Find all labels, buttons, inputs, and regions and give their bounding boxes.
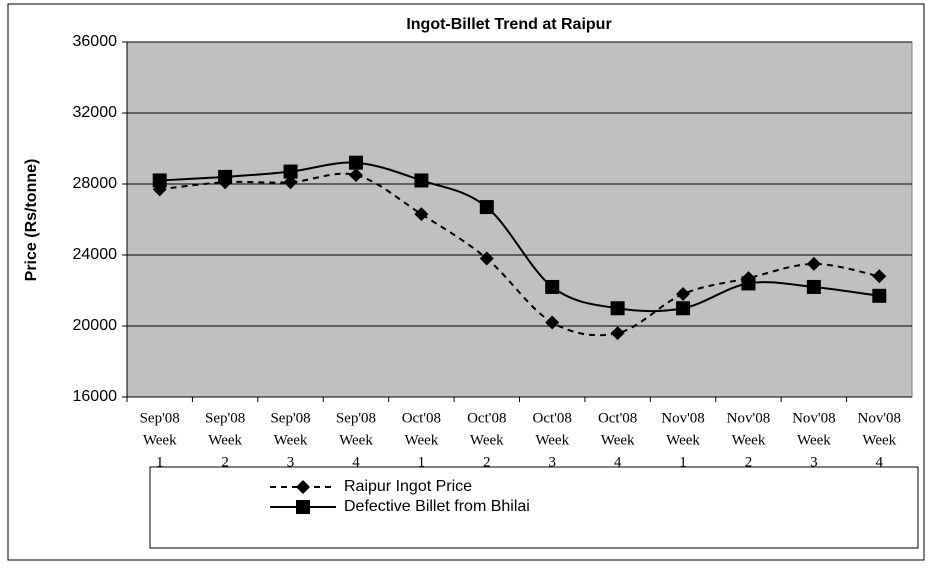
x-tick-label: 1 (156, 454, 164, 470)
data-point (218, 169, 233, 184)
x-tick-label: Nov'08 (792, 410, 836, 426)
x-tick-label: 1 (418, 454, 426, 470)
x-tick-label: Week (601, 432, 635, 448)
data-point (414, 207, 429, 222)
data-point (283, 164, 298, 179)
data-point (741, 276, 756, 291)
x-tick-label: Week (732, 432, 766, 448)
data-point (152, 173, 167, 188)
data-point (414, 173, 429, 188)
x-tick-label: 2 (221, 454, 229, 470)
x-tick-label: Week (339, 432, 373, 448)
x-tick-label: Week (404, 432, 438, 448)
data-point (610, 301, 625, 316)
legend-marker (296, 500, 310, 514)
data-point (806, 279, 821, 294)
x-tick-label: Week (862, 432, 896, 448)
x-tick-label: 2 (483, 454, 491, 470)
x-tick-label: Oct'08 (533, 410, 572, 426)
data-point (348, 168, 363, 183)
x-tick-label: Sep'08 (140, 410, 180, 426)
y-tick-label: 32000 (73, 104, 118, 121)
legend-marker (296, 480, 310, 494)
data-point (872, 288, 887, 303)
x-tick-label: 4 (352, 454, 360, 470)
data-point (610, 326, 625, 341)
x-tick-label: 4 (614, 454, 622, 470)
data-point (676, 301, 691, 316)
x-tick-label: 3 (548, 454, 556, 470)
x-tick-label: Nov'08 (727, 410, 771, 426)
x-tick-label: Oct'08 (467, 410, 506, 426)
plot-area (126, 41, 913, 398)
x-tick-label: 2 (745, 454, 753, 470)
data-point (283, 175, 298, 190)
x-tick-label: Nov'08 (858, 410, 902, 426)
x-tick-label: 3 (810, 454, 818, 470)
y-tick-label: 20000 (73, 317, 118, 334)
legend-label: Raipur Ingot Price (344, 478, 472, 495)
legend-label: Defective Billet from Bhilai (344, 498, 530, 515)
data-point (479, 200, 494, 215)
x-tick-label: Week (797, 432, 831, 448)
x-tick-label: Oct'08 (598, 410, 637, 426)
x-tick-label: 4 (876, 454, 884, 470)
y-axis-label: Price (Rs/tonne) (23, 159, 40, 282)
x-tick-label: Week (535, 432, 569, 448)
data-point (676, 287, 691, 302)
x-tick-label: Nov'08 (661, 410, 705, 426)
legend (149, 466, 919, 549)
data-point (479, 251, 494, 266)
x-tick-label: Oct'08 (402, 410, 441, 426)
data-point (872, 269, 887, 284)
y-tick-label: 16000 (73, 388, 118, 405)
y-tick-label: 24000 (73, 246, 118, 263)
data-point (348, 155, 363, 170)
x-tick-label: Sep'08 (205, 410, 245, 426)
x-tick-label: Week (666, 432, 700, 448)
x-tick-label: 1 (679, 454, 687, 470)
data-point (806, 256, 821, 271)
x-tick-label: Week (143, 432, 177, 448)
x-tick-label: Sep'08 (336, 410, 376, 426)
chart-title: Ingot-Billet Trend at Raipur (406, 16, 611, 33)
x-tick-label: Sep'08 (270, 410, 310, 426)
y-tick-label: 28000 (73, 175, 118, 192)
x-tick-label: Week (470, 432, 504, 448)
y-tick-label: 36000 (73, 33, 118, 50)
data-point (545, 279, 560, 294)
x-tick-label: Week (208, 432, 242, 448)
x-tick-label: 3 (287, 454, 295, 470)
x-tick-label: Week (274, 432, 308, 448)
data-point (545, 315, 560, 330)
